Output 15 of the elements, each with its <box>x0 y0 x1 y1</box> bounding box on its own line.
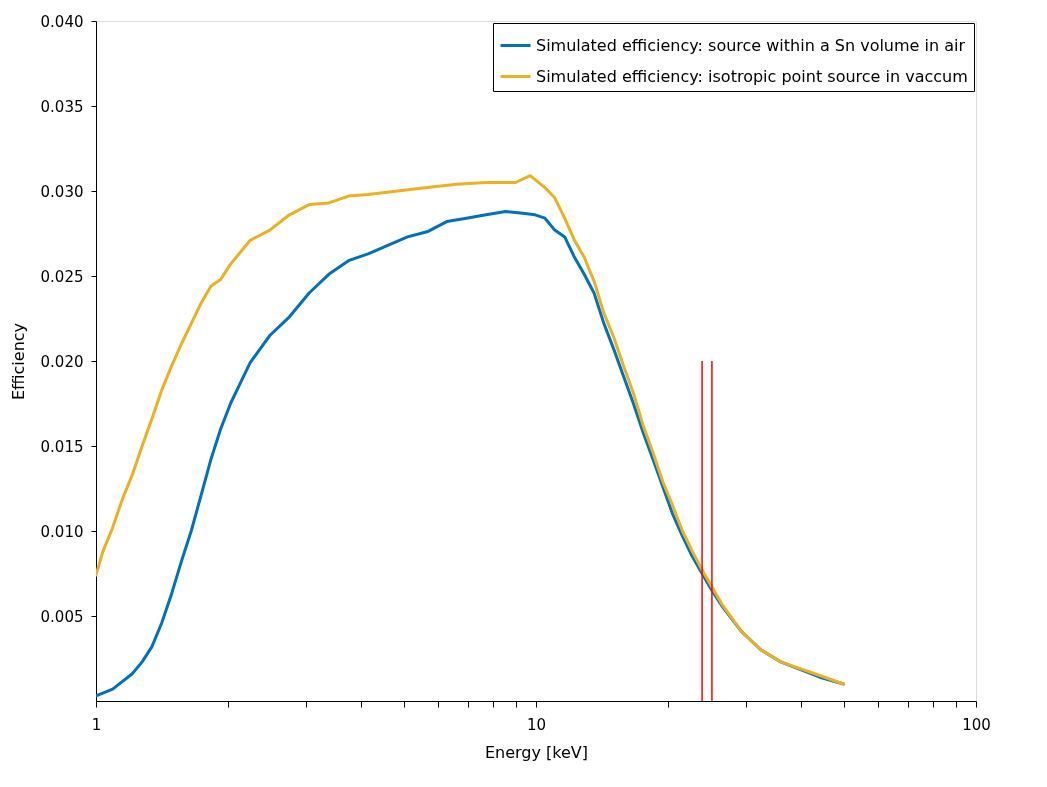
y-tick-label: 0.025 <box>40 267 84 286</box>
y-tick-label: 0.030 <box>40 182 84 201</box>
x-axis-title: Energy [keV] <box>484 742 589 762</box>
legend-label: Simulated efficiency: isotropic point source in vaccum <box>536 66 968 86</box>
y-tick-label: 0.005 <box>40 607 84 626</box>
x-tick-label: 10 <box>526 715 547 734</box>
legend-label: Simulated efficiency: source within a Sn volume in air <box>536 35 966 55</box>
y-tick-label: 0.015 <box>40 437 84 456</box>
y-tick-label: 0.010 <box>40 522 84 541</box>
x-tick-label: 1 <box>91 715 102 734</box>
y-axis-title: Efficiency <box>8 322 28 401</box>
y-tick-label: 0.035 <box>40 97 84 116</box>
x-tick-label: 100 <box>962 715 991 734</box>
y-tick-label: 0.040 <box>40 12 84 31</box>
y-tick-label: 0.020 <box>40 352 84 371</box>
